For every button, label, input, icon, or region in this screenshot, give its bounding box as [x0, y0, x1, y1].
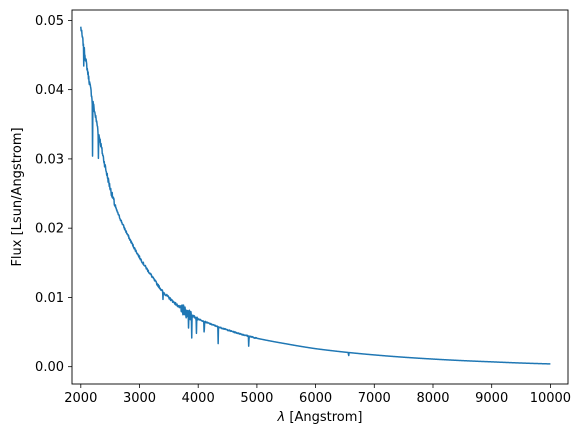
spectrum-line: [80, 26, 551, 365]
x-axis-label-unit: [Angstrom]: [285, 410, 362, 425]
y-tick-label: 0.02: [35, 222, 64, 237]
x-tick-label: 9000: [475, 391, 508, 406]
x-tick-label: 8000: [416, 391, 449, 406]
y-tick-label: 0.00: [35, 360, 64, 375]
x-axis-label: λ [Angstrom]: [277, 410, 363, 425]
y-axis-label: Flux [Lsun/Angstrom]: [10, 127, 25, 266]
y-tick-label: 0.03: [35, 152, 64, 167]
y-tick-label: 0.05: [35, 14, 64, 29]
x-axis-label-symbol: λ: [277, 410, 286, 425]
x-tick-label: 7000: [358, 391, 391, 406]
series-layer: [80, 26, 551, 365]
y-tick-label: 0.04: [35, 83, 64, 98]
x-axis: 2000 3000 4000 5000 6000 7000 8000 9000 10000: [64, 384, 571, 406]
x-tick-label: 3000: [123, 391, 156, 406]
plot-frame: [71, 9, 569, 385]
x-tick-label: 10000: [530, 391, 571, 406]
x-tick-label: 4000: [182, 391, 215, 406]
x-tick-label: 6000: [299, 391, 332, 406]
x-tick-label: 5000: [240, 391, 273, 406]
y-tick-label: 0.01: [35, 291, 64, 306]
x-tick-label: 2000: [64, 391, 97, 406]
y-axis: 0.00 0.01 0.02 0.03 0.04 0.05: [35, 14, 72, 375]
